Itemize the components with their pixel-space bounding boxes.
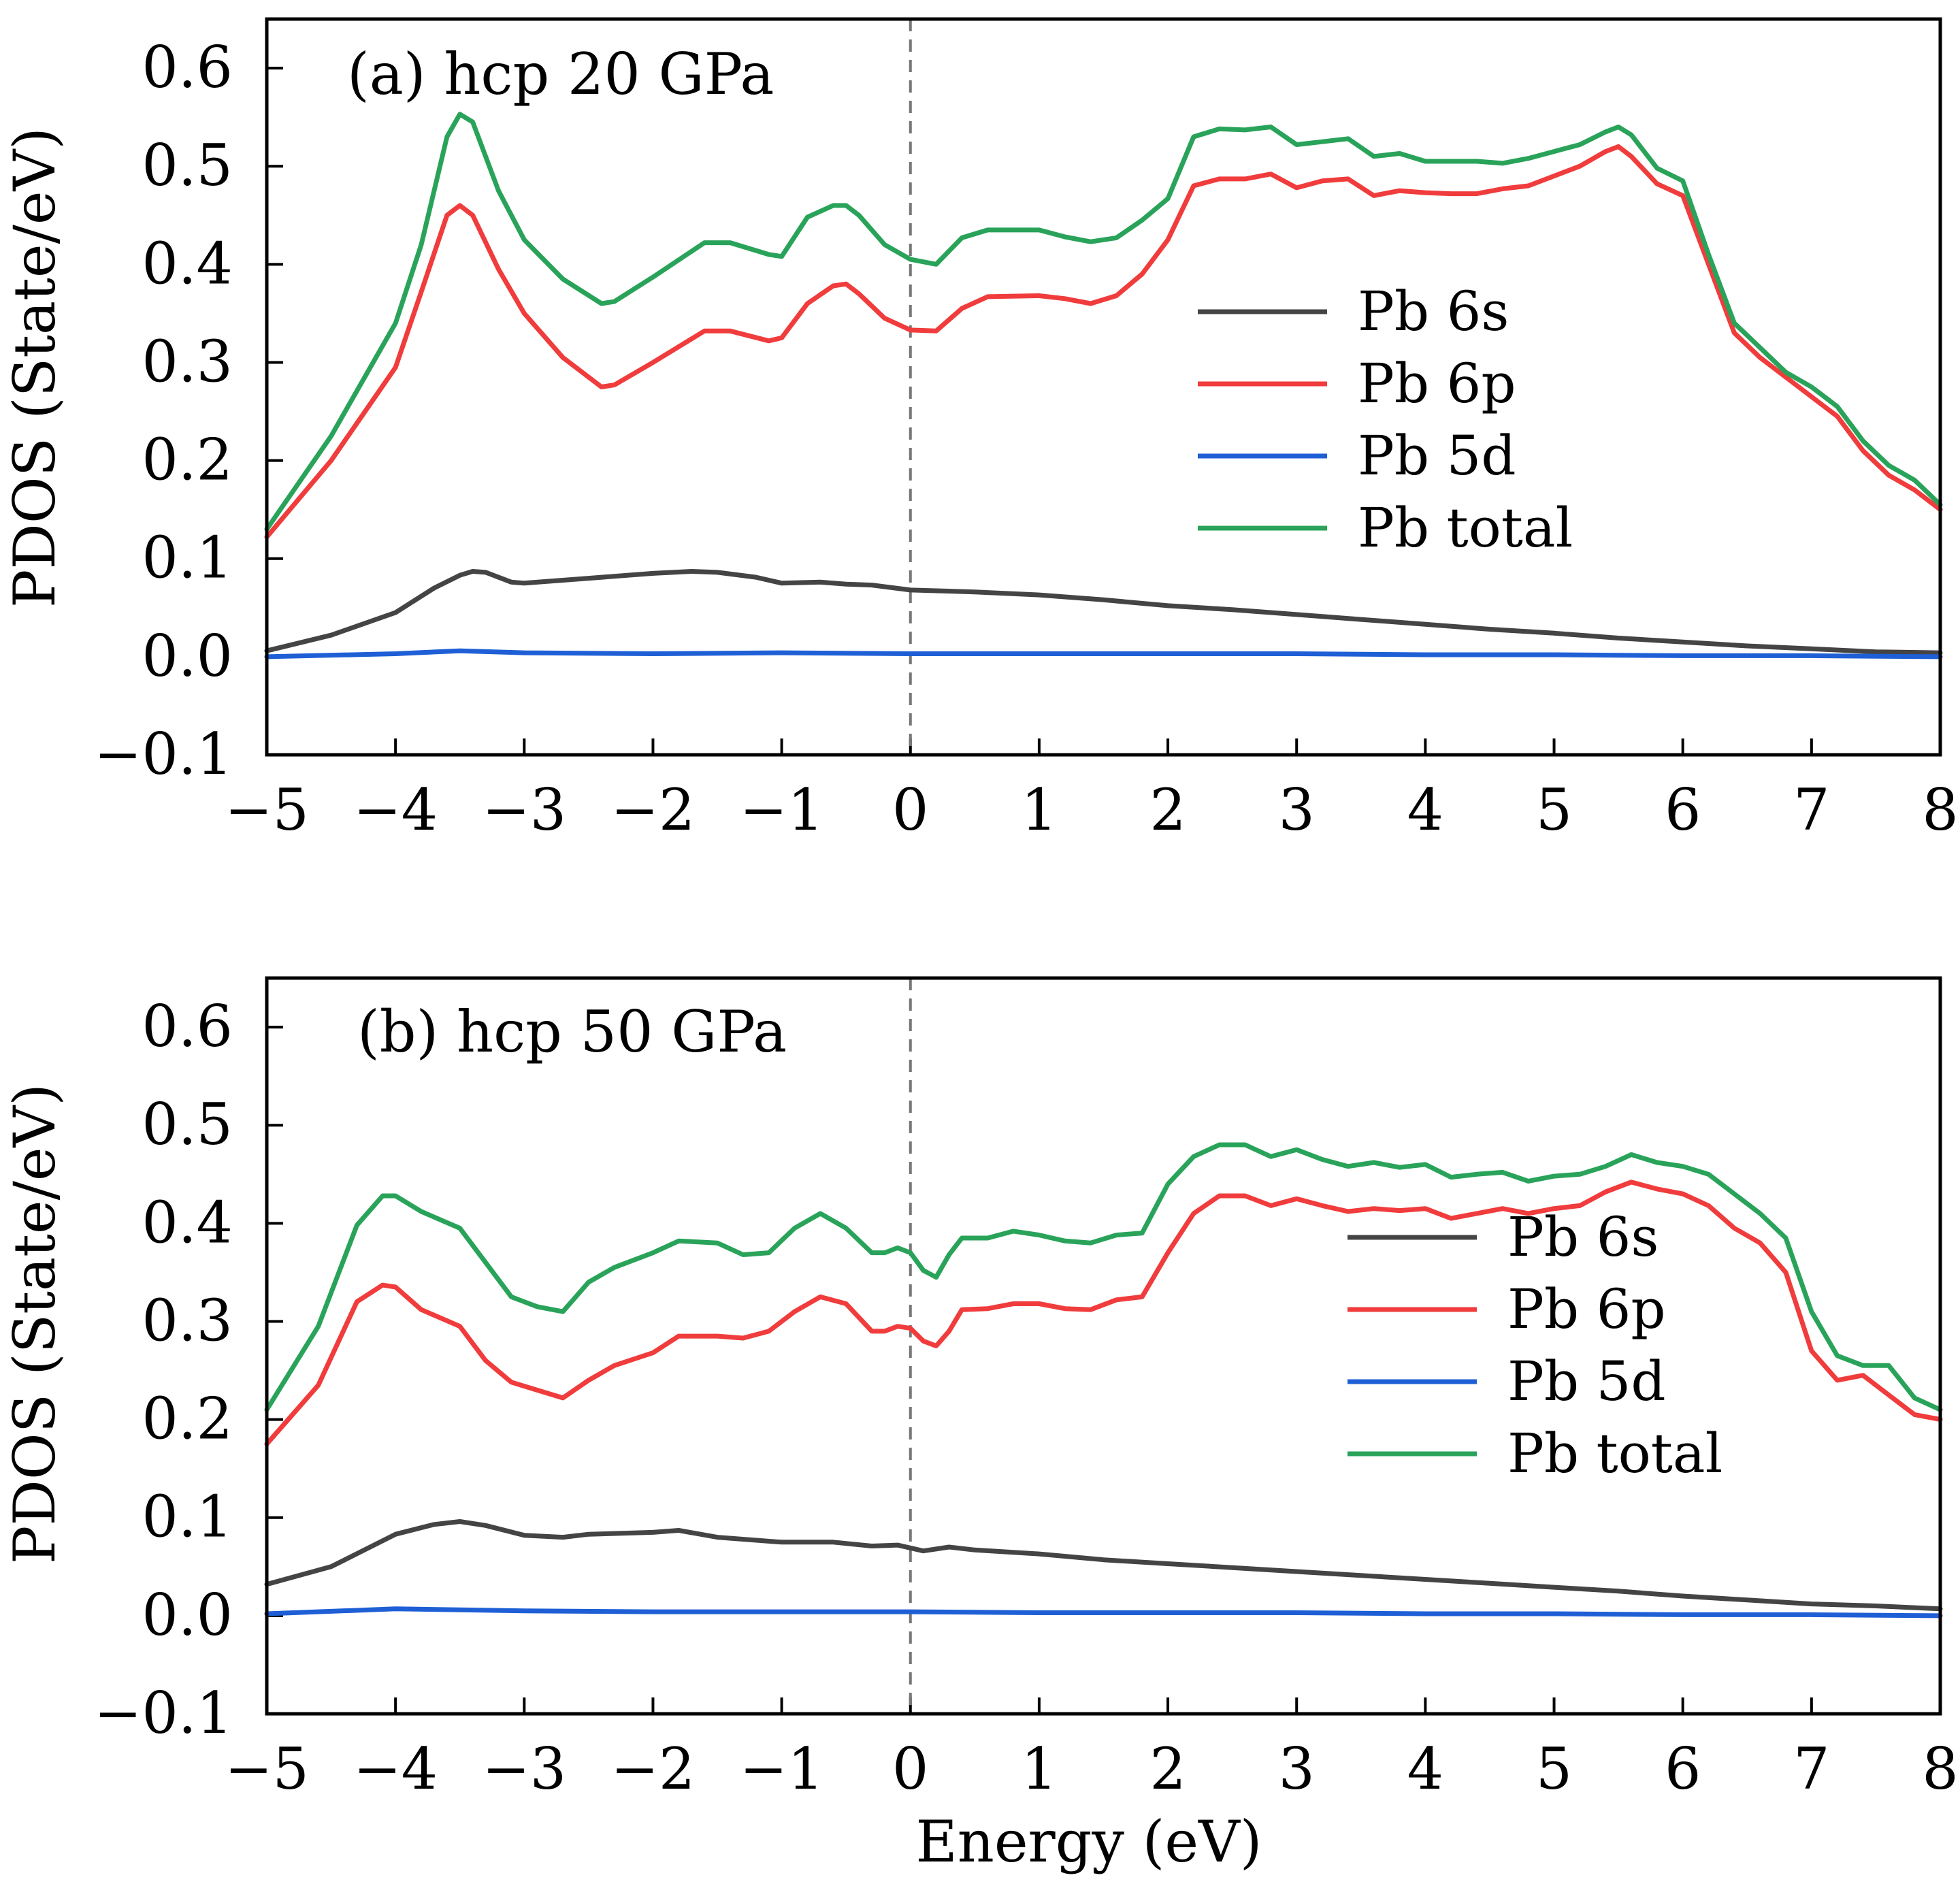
panel-b: −5 −4 −3 −2 −1 0 1 2 3 4 5 6 7 8 −0.1 0.0 0.1 0.2 0.3 0.4 0.… [94,976,1959,1802]
x-tick-label-a: −4 [353,777,438,843]
y-tick-label-a: 0.5 [142,132,233,199]
x-axis-label: Energy (eV) [915,1808,1262,1875]
legend-label-p-a: Pb 6p [1358,352,1516,415]
x-tick-label-a: −1 [740,777,824,843]
panel-title-a: (a) hcp 20 GPa [347,41,774,108]
x-tick-label-b: −3 [482,1736,566,1802]
legend-label-s-a: Pb 6s [1358,280,1509,343]
x-tick-label-a: 3 [1279,777,1315,843]
y-tick-label-b: 0.6 [142,993,233,1060]
x-tick-label-b: −2 [611,1736,696,1802]
series-line-s-a [264,569,1943,655]
series-line-p-b [264,1180,1943,1447]
x-tick-label-b: 5 [1536,1736,1572,1802]
panel-a: −5 −4 −3 −2 −1 0 1 2 3 4 5 6 7 8 −0.1 0.0 0.1 0.2 0.3 0.4 0.… [94,17,1959,843]
x-tick-label-b: 8 [1922,1736,1958,1802]
x-tick-label-b: −1 [740,1736,824,1802]
legend-label-total-a: Pb total [1358,496,1573,559]
y-tick-label-a: 0.2 [142,427,233,493]
x-tick-label-b: 4 [1407,1736,1443,1802]
series-line-d-b [264,1606,1943,1619]
x-tick-label-b: 1 [1021,1736,1057,1802]
x-tick-label-b: 7 [1793,1736,1829,1802]
y-axis-label-b: PDOS (State/eV) [1,1084,68,1564]
y-tick-label-a: 0.1 [142,525,233,591]
x-tick-label-b: −5 [225,1736,309,1802]
plot-frame-b [265,976,1942,1716]
x-tick-label-a: 2 [1149,777,1186,843]
series-line-p-a [264,144,1943,540]
y-tick-label-a: 0.6 [142,34,233,101]
x-tick-label-b: 0 [892,1736,928,1802]
y-tick-label-a: 0.4 [142,230,233,297]
series-line-total-b [264,1142,1943,1412]
y-tick-label-a: 0.0 [142,623,233,689]
legend-label-d-b: Pb 5d [1507,1350,1666,1413]
legend-label-total-b: Pb total [1507,1422,1722,1485]
x-tick-label-a: −2 [611,777,696,843]
y-tick-label-b: −0.1 [94,1680,233,1746]
x-tick-label-a: 6 [1665,777,1701,843]
plot-frame-a [265,17,1942,757]
y-tick-label-b: 0.1 [142,1484,233,1550]
x-tick-label-a: 1 [1021,777,1057,843]
legend-label-d-a: Pb 5d [1358,424,1516,487]
legend-label-s-b: Pb 6s [1507,1205,1659,1269]
x-tick-label-b: 6 [1665,1736,1701,1802]
x-tick-label-a: 7 [1793,777,1829,843]
y-tick-label-b: 0.4 [142,1189,233,1256]
y-tick-label-b: 0.2 [142,1386,233,1452]
series-line-d-a [264,648,1943,660]
x-tick-label-a: 4 [1407,777,1443,843]
y-tick-label-b: 0.5 [142,1091,233,1158]
x-tick-label-a: 8 [1922,777,1958,843]
x-tick-label-a: 0 [892,777,928,843]
panel-title-b: (b) hcp 50 GPa [357,998,787,1065]
y-tick-label-b: 0.0 [142,1582,233,1648]
x-tick-label-a: −3 [482,777,566,843]
x-tick-label-b: 3 [1279,1736,1315,1802]
y-tick-label-b: 0.3 [142,1287,233,1354]
x-tick-label-a: 5 [1536,777,1572,843]
y-axis-label-a: PDOS (State/eV) [1,127,68,608]
series-line-total-a [264,112,1943,532]
legend-label-p-b: Pb 6p [1507,1278,1666,1341]
x-tick-label-a: −5 [225,777,309,843]
y-tick-label-a: −0.1 [94,721,233,787]
x-tick-label-b: −4 [353,1736,438,1802]
x-tick-label-b: 2 [1149,1736,1186,1802]
y-tick-label-a: 0.3 [142,328,233,395]
series-line-s-b [264,1519,1943,1612]
